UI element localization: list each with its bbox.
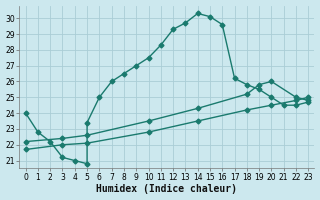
- X-axis label: Humidex (Indice chaleur): Humidex (Indice chaleur): [96, 184, 237, 194]
